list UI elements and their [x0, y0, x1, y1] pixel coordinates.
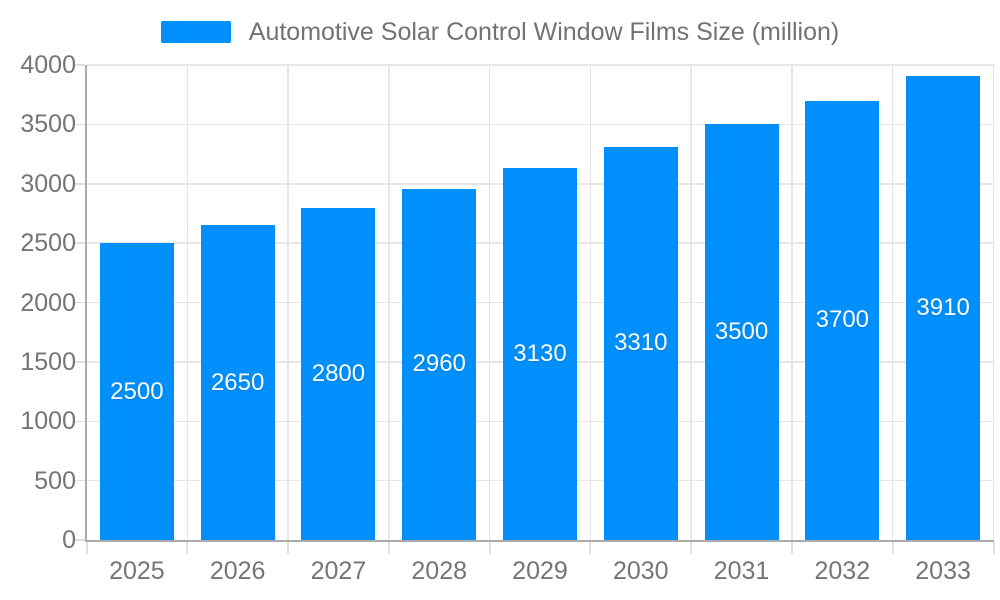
v-gridline — [791, 65, 793, 540]
bar[interactable] — [301, 207, 376, 540]
v-gridline — [287, 65, 289, 540]
y-axis-tick — [75, 123, 85, 126]
bar[interactable] — [402, 188, 477, 540]
y-tick-label: 3500 — [20, 110, 76, 139]
y-tick-label: 3000 — [20, 169, 76, 198]
bar[interactable] — [704, 124, 779, 540]
bar-value-label: 2800 — [311, 359, 366, 387]
x-tick-label: 2025 — [109, 557, 165, 585]
y-tick-label: 1500 — [20, 347, 76, 376]
y-tick-label: 2500 — [20, 229, 76, 258]
x-tick-label: 2026 — [209, 557, 266, 585]
bar-value-label: 3700 — [815, 306, 870, 334]
v-gridline — [186, 65, 189, 540]
x-axis-tick — [992, 542, 995, 554]
x-axis-line — [84, 540, 994, 542]
y-axis-tick — [75, 183, 85, 185]
y-axis-tick — [75, 479, 85, 482]
y-axis-tick — [75, 361, 85, 363]
y-tick-label: 0 — [62, 526, 76, 554]
bar[interactable] — [503, 168, 577, 540]
y-axis-tick — [75, 420, 85, 422]
bar[interactable] — [805, 100, 880, 540]
x-tick-label: 2032 — [814, 557, 871, 585]
v-gridline — [891, 65, 894, 540]
legend-swatch — [160, 21, 231, 43]
bar-value-label: 2500 — [110, 377, 164, 405]
legend-label: Automotive Solar Control Window Films Si… — [248, 18, 840, 46]
x-axis-tick — [488, 542, 491, 554]
legend[interactable]: Automotive Solar Control Window Films Si… — [0, 16, 1000, 48]
bar[interactable] — [99, 243, 174, 540]
x-tick-label: 2030 — [612, 557, 669, 585]
bar-value-label: 3310 — [614, 329, 668, 357]
y-axis-line — [84, 65, 87, 540]
x-axis-tick — [891, 542, 894, 554]
y-axis-tick — [75, 242, 85, 244]
x-axis-tick — [790, 542, 793, 554]
x-axis-tick — [85, 542, 88, 554]
x-axis-tick — [186, 542, 189, 554]
x-axis-tick — [690, 542, 693, 554]
v-gridline — [690, 65, 692, 540]
y-tick-label: 1000 — [20, 407, 76, 436]
bar-value-label: 2650 — [210, 368, 265, 396]
h-gridline — [86, 64, 994, 66]
bar[interactable] — [906, 75, 981, 540]
y-tick-label: 4000 — [20, 51, 76, 79]
y-tick-label: 2000 — [20, 288, 76, 317]
h-gridline — [86, 123, 994, 126]
bar-value-label: 3910 — [916, 293, 970, 321]
x-tick-label: 2033 — [915, 557, 971, 585]
x-tick-label: 2031 — [713, 557, 770, 585]
x-axis-tick — [589, 542, 592, 554]
y-axis-tick — [75, 301, 85, 304]
x-tick-label: 2028 — [411, 557, 468, 585]
bar-value-label: 2960 — [412, 350, 466, 378]
y-axis-tick — [75, 539, 85, 541]
v-gridline — [589, 65, 592, 540]
bar-value-label: 3130 — [513, 340, 567, 368]
x-axis-tick — [387, 542, 390, 554]
x-tick-label: 2027 — [310, 557, 367, 585]
v-gridline — [388, 65, 390, 540]
v-gridline — [488, 65, 491, 540]
x-axis-tick — [287, 542, 290, 554]
y-axis-tick — [75, 64, 85, 66]
v-gridline — [992, 65, 995, 540]
bar[interactable] — [603, 146, 678, 540]
bar-value-label: 3500 — [714, 318, 769, 346]
x-tick-label: 2029 — [512, 557, 568, 585]
bar[interactable] — [200, 225, 275, 540]
y-tick-label: 500 — [34, 466, 76, 495]
